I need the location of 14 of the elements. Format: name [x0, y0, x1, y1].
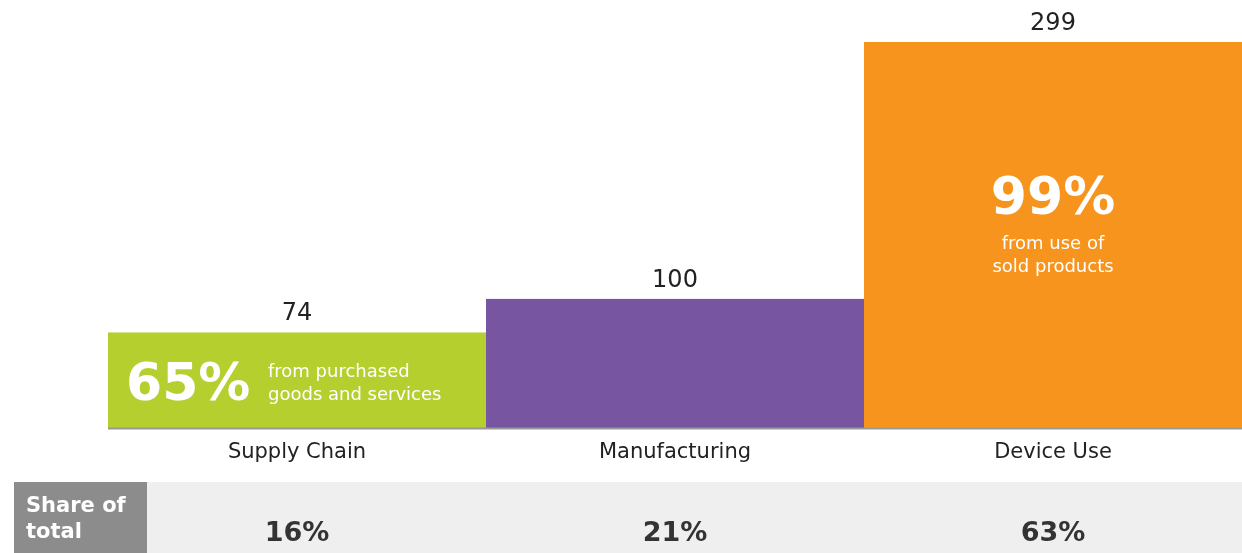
text: 63% — [1020, 516, 1086, 547]
data-label: 299 — [1030, 8, 1076, 36]
text: 16% — [264, 516, 330, 547]
annotation: 65% — [126, 351, 251, 412]
annotation: 99% — [990, 166, 1116, 227]
annotation: from purchased goods and services — [268, 359, 442, 404]
annotation: from use of sold products — [992, 232, 1114, 277]
data-label: 100 — [652, 264, 698, 293]
x-tick-label: Device Use — [994, 439, 1112, 463]
x-tick-label: Supply Chain — [227, 439, 367, 463]
text: Share of total — [26, 493, 127, 543]
x-tick-label: Manufacturing — [598, 439, 752, 463]
text: 21% — [642, 516, 708, 547]
data-label: 74 — [281, 298, 313, 327]
